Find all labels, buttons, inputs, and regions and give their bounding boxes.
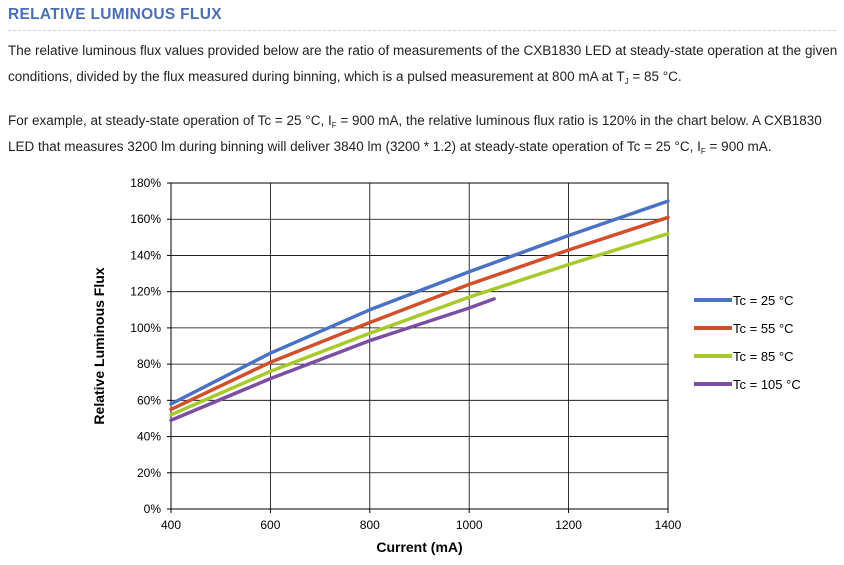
x-tick-label: 400: [161, 518, 181, 532]
intro-paragraph-1-text: The relative luminous flux values provid…: [8, 43, 838, 84]
subscript-f-2: F: [700, 147, 706, 156]
y-tick-label: 160%: [130, 212, 161, 226]
subscript-j: J: [624, 77, 629, 86]
y-tick-label: 140%: [130, 248, 161, 262]
legend-label: Tc = 105 °C: [733, 377, 801, 392]
legend-label: Tc = 25 °C: [733, 293, 793, 308]
plot-area-border: [170, 182, 669, 510]
series-line: [169, 297, 496, 423]
section-title: RELATIVE LUMINOUS FLUX: [8, 6, 222, 23]
series-line: [169, 199, 670, 406]
y-tick-label: 0%: [144, 502, 162, 516]
section-divider: [8, 30, 836, 31]
series-line: [169, 215, 670, 412]
intro-paragraph-1-tail: = 85 °C.: [628, 69, 682, 84]
y-axis-title: Relative Luminous Flux: [91, 267, 107, 424]
x-tick-label: 1400: [655, 518, 682, 532]
y-tick-label: 60%: [137, 393, 161, 407]
y-tick-label: 120%: [130, 285, 161, 299]
x-tick-label: 600: [260, 518, 280, 532]
intro-paragraph-2-mid: = 900 mA, the relative luminous flux rat…: [8, 113, 822, 154]
y-tick-label: 180%: [130, 176, 161, 190]
x-tick-label: 800: [360, 518, 380, 532]
subscript-f: F: [331, 121, 337, 130]
series-line: [169, 231, 670, 417]
intro-paragraph-2: For example, at steady-state operation o…: [8, 108, 838, 160]
y-tick-label: 80%: [137, 357, 161, 371]
intro-paragraph-1: The relative luminous flux values provid…: [8, 38, 838, 90]
x-tick-label: 1000: [456, 518, 483, 532]
x-tick-label: 1200: [555, 518, 582, 532]
intro-paragraph-2-text: For example, at steady-state operation o…: [8, 113, 332, 128]
legend-label: Tc = 55 °C: [733, 321, 793, 336]
x-axis-title: Current (mA): [376, 539, 462, 555]
y-tick-label: 100%: [130, 321, 161, 335]
y-tick-label: 40%: [137, 430, 161, 444]
y-tick-label: 20%: [137, 466, 161, 480]
legend-label: Tc = 85 °C: [733, 349, 793, 364]
intro-paragraph-2-tail: = 900 mA.: [705, 139, 772, 154]
